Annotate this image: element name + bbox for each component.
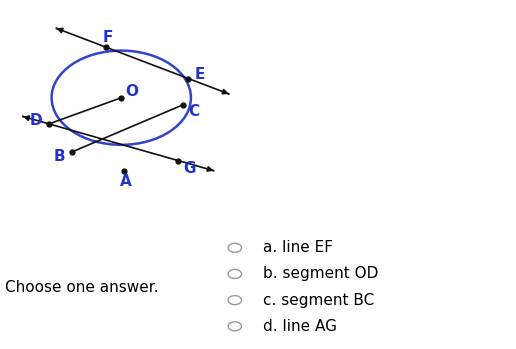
Text: d. line AG: d. line AG (263, 319, 337, 334)
Text: C: C (188, 104, 199, 119)
Text: A: A (120, 174, 132, 189)
Text: G: G (183, 161, 196, 176)
Text: B: B (54, 149, 65, 163)
Text: E: E (195, 67, 205, 82)
Text: Choose one answer.: Choose one answer. (5, 281, 159, 295)
Text: O: O (125, 84, 138, 99)
Text: b. segment OD: b. segment OD (263, 267, 379, 281)
Text: F: F (102, 30, 112, 45)
Text: c. segment BC: c. segment BC (263, 293, 375, 307)
Text: a. line EF: a. line EF (263, 240, 333, 255)
Text: D: D (29, 113, 42, 128)
